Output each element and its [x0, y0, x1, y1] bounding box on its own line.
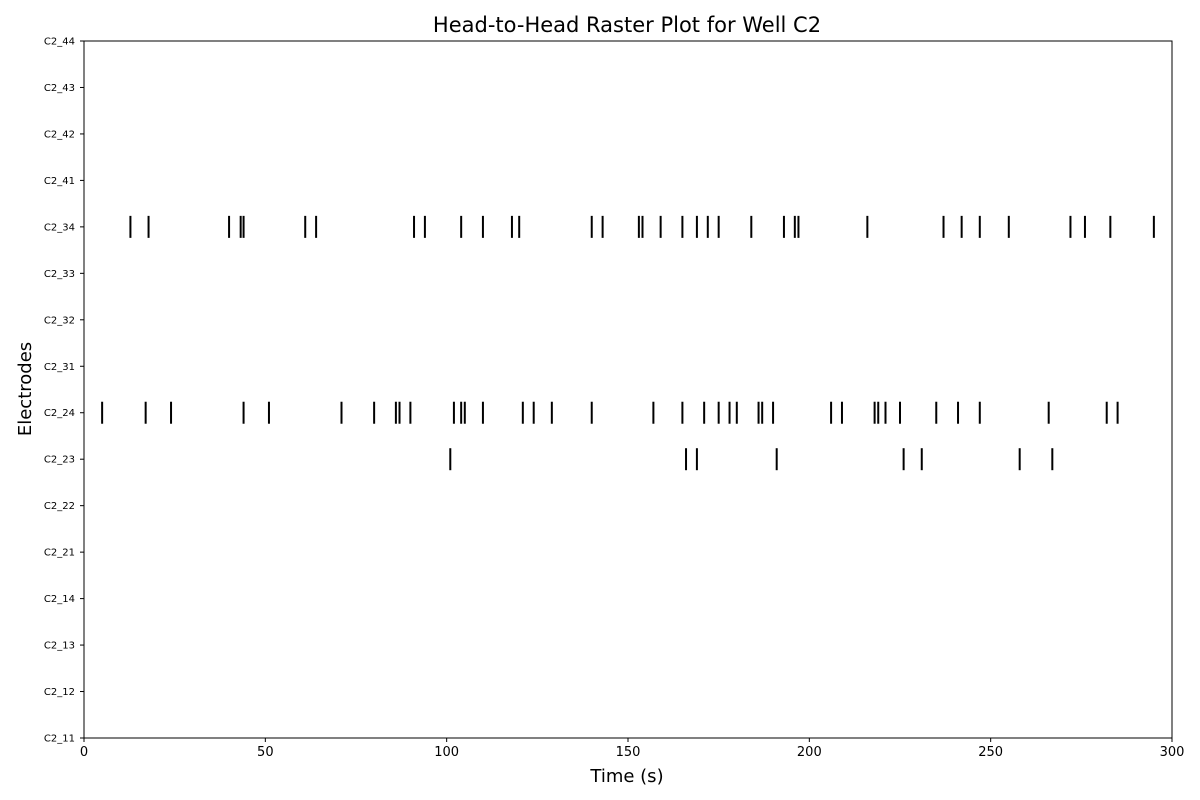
spike-marks	[101, 215, 1155, 471]
y-axis-ticks: C2_11 C2_12 C2_13 C2_14 C2_21 C2_22 C2_23 C2_24…	[44, 37, 84, 745]
y-tick-label: C2_34	[44, 222, 75, 233]
y-tick-label: C2_41	[44, 176, 75, 187]
x-tick-label: 100	[434, 745, 459, 760]
plot-frame	[83, 40, 1173, 739]
y-tick-label: C2_21	[44, 548, 75, 559]
y-tick-label: C2_44	[44, 37, 75, 48]
y-axis-label: Electrodes	[15, 342, 36, 436]
x-tick-label: 50	[257, 745, 274, 760]
y-tick-label: C2_13	[44, 641, 75, 652]
y-tick-label: C2_33	[44, 269, 75, 280]
x-tick-label: 0	[80, 745, 88, 760]
chart-title: Head-to-Head Raster Plot for Well C2	[433, 13, 821, 37]
x-tick-label: 300	[1160, 745, 1185, 760]
y-tick-label: C2_11	[44, 734, 75, 745]
y-tick-label: C2_22	[44, 501, 75, 512]
y-tick-label: C2_32	[44, 315, 75, 326]
y-tick-label: C2_31	[44, 362, 75, 373]
y-tick-label: C2_24	[44, 408, 75, 419]
x-axis-label: Time (s)	[589, 766, 663, 787]
y-tick-label: C2_14	[44, 594, 75, 605]
x-tick-label: 250	[978, 745, 1003, 760]
x-tick-label: 150	[616, 745, 641, 760]
y-tick-label: C2_12	[44, 687, 75, 698]
y-tick-label: C2_42	[44, 129, 75, 140]
x-axis-ticks: 0 50 100 150 200 250 300	[80, 738, 1185, 760]
x-tick-label: 200	[797, 745, 822, 760]
y-tick-label: C2_43	[44, 83, 75, 94]
y-tick-label: C2_23	[44, 455, 75, 466]
